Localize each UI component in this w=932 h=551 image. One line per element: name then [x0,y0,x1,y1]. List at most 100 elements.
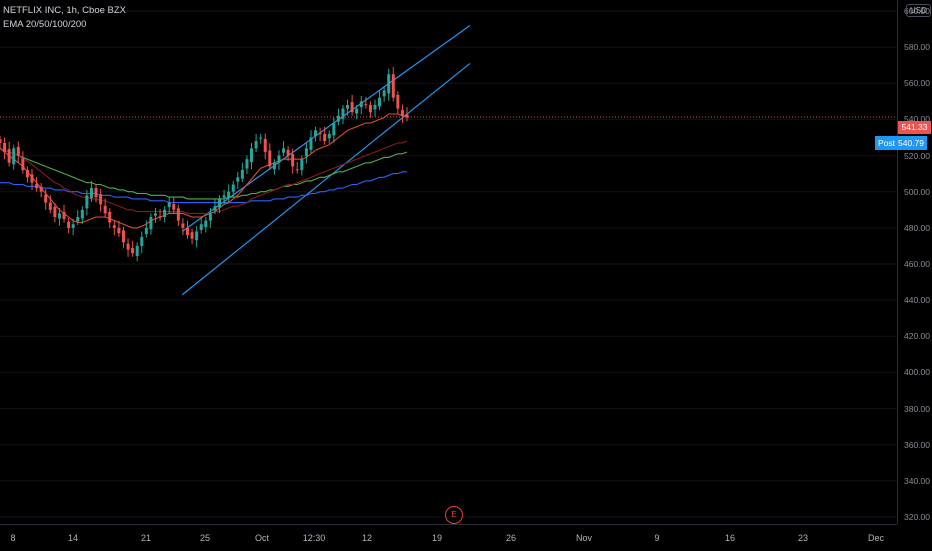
time-tick-label: 16 [724,533,736,543]
earnings-event-marker[interactable]: E [445,506,463,524]
candle-body [16,146,20,156]
candle-body [158,216,162,218]
candle-body [112,225,116,228]
time-tick-label: 25 [199,533,211,543]
candle-body [67,221,71,228]
candle-body [199,224,203,231]
candle-body [355,108,359,114]
candle-body [396,94,400,109]
candle-body [378,97,382,107]
time-tick-label: Dec [867,533,885,543]
candle-body [332,123,336,136]
candle-body [117,227,121,234]
candle-body [346,104,350,109]
time-tick-label: 26 [505,533,517,543]
price-tick-label: 600.00 [904,6,930,16]
candle-body [359,101,363,108]
candle-body [44,194,48,203]
candle-body [350,102,354,113]
candle-body [277,155,281,163]
candle-body [121,230,125,243]
price-tick-label: 540.00 [904,114,930,125]
time-tick-label: 19 [431,533,443,543]
time-axis[interactable]: 8 14 21 25 Oct 12:30 12 19 26 Nov 9 16 23 Dec [0,524,897,551]
grid [0,10,897,518]
ema-lines [0,113,408,229]
post-market-price: 540.79 [898,138,925,148]
candle-body [327,133,331,139]
candle-body [172,204,176,210]
candle-body [208,213,212,221]
channel-upper-line [181,24,471,232]
candle-body [218,198,222,208]
candle-body [30,174,34,183]
candle-body [286,149,290,156]
candle-body [250,148,254,163]
candle-body [195,231,199,241]
candle-body [94,188,98,198]
time-tick-label: 9 [654,533,660,543]
candle-body [291,154,295,167]
price-tick-label: 480.00 [904,222,930,233]
ema-indicator-legend[interactable]: EMA 20/50/100/200 [3,19,87,30]
candle-body [76,217,80,222]
time-tick-label: 14 [67,533,79,543]
candle-body [295,169,299,171]
price-tick-label: 340.00 [904,475,930,486]
price-axis[interactable]: 600.00 580.00 560.00 540.00 520.00 500.00 480.… [897,0,932,524]
candle-body [62,211,66,219]
candle-body [89,188,93,199]
candle-body [3,142,7,152]
time-tick-label: 23 [797,533,809,543]
candle-body [336,115,340,122]
candle-body [71,224,75,228]
candle-body [163,209,167,218]
ema-50-line [0,140,408,214]
candle-body [213,206,217,211]
price-tick-label: 580.00 [904,42,930,53]
candle-body [35,184,39,189]
candle-body [318,133,322,135]
candle-body [231,184,235,192]
ema-100-line [0,147,408,200]
price-tick-label: 320.00 [904,512,930,522]
price-tick-label: 440.00 [904,295,930,306]
price-chart[interactable] [0,0,897,524]
candle-body [204,220,208,228]
post-market-price-tag: Post 540.79 [875,136,928,150]
candle-body [314,130,318,137]
currency-badge[interactable]: USD [906,4,931,17]
time-tick-label: Oct [254,533,270,543]
candle-body [245,159,249,169]
price-tick-label: 380.00 [904,403,930,414]
candle-body [12,148,16,165]
candle-body [7,149,11,163]
candle-body [222,195,226,198]
candle-body [263,138,267,152]
candle-body [185,227,189,236]
time-tick-label: Nov [575,533,593,543]
post-market-label: Post [878,138,896,148]
candle-body [227,191,231,199]
price-tick-label: 560.00 [904,78,930,89]
candle-body [405,114,409,118]
candle-body [254,141,258,149]
candle-body [400,110,404,116]
parallel-channel[interactable] [181,24,471,296]
price-tick-label: 360.00 [904,439,930,450]
candle-body [108,211,112,223]
time-tick-label: 12 [361,533,373,543]
candle-body [300,159,304,171]
candle-body [80,209,84,219]
candle-body [259,137,263,139]
candle-body [0,139,2,143]
time-tick-label: 8 [10,533,16,543]
chart-area[interactable]: NETFLIX INC, 1h, Cboe BZX EMA 20/50/100/… [0,0,897,524]
candle-body [368,104,372,113]
candle-body [236,177,240,182]
channel-lower-line [181,62,471,296]
candle-body [387,74,391,94]
candle-body [181,223,185,228]
symbol-legend[interactable]: NETFLIX INC, 1h, Cboe BZX [3,5,127,16]
candle-body [190,232,194,239]
